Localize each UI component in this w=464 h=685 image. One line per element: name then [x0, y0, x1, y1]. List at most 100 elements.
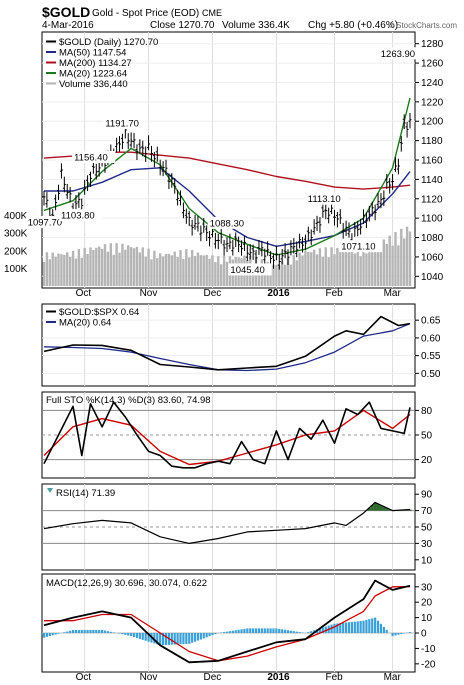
- macd-histogram-bar: [243, 628, 246, 634]
- rsi-overbought-fill: [367, 507, 371, 511]
- rsi-legend-marker: [47, 488, 53, 493]
- macd-histogram-bar: [80, 629, 83, 634]
- macd-histogram-bar: [191, 633, 194, 643]
- volume-bar: [63, 254, 66, 286]
- rsi-overbought-fill: [385, 507, 389, 511]
- macd-histogram-bar: [66, 631, 69, 634]
- price-annotation: 1156.40: [74, 153, 108, 164]
- volume-tick-label: 200K: [4, 246, 28, 257]
- macd-histogram-bar: [347, 622, 351, 634]
- macd-histogram-bar: [281, 629, 284, 634]
- volume-bar: [373, 242, 377, 286]
- volume-bar: [71, 250, 75, 286]
- macd-histogram-bar: [214, 633, 217, 635]
- price-legend-entry: MA(20) 1223.64: [59, 69, 127, 80]
- volume-bar: [205, 254, 208, 286]
- volume-bar: [115, 243, 118, 286]
- volume-bar: [312, 249, 316, 286]
- ratio-tick-label: 0.55: [421, 351, 441, 362]
- volume-bar: [376, 243, 380, 286]
- macd-histogram-bar: [234, 630, 237, 634]
- volume-bar: [144, 256, 147, 286]
- volume-bar: [394, 232, 397, 286]
- macd-histogram-bar: [199, 633, 202, 640]
- volume-bar: [150, 259, 153, 286]
- macd-histogram-bar: [211, 633, 214, 636]
- macd-histogram-bar: [339, 623, 342, 634]
- volume-bar: [173, 251, 176, 286]
- ma20-line: [43, 97, 411, 256]
- macd-tick-label: 10: [421, 613, 433, 624]
- volume-tick-label: 400K: [4, 211, 28, 222]
- volume-bar: [199, 255, 203, 286]
- price-annotation: 1071.10: [341, 242, 375, 253]
- volume-bar: [405, 226, 409, 286]
- macd-histogram-bar: [127, 633, 130, 636]
- volume-bar: [74, 258, 78, 286]
- price-annotation-bg: [305, 192, 349, 205]
- macd-histogram-bar: [333, 623, 336, 634]
- macd-histogram-bar: [95, 629, 98, 634]
- volume-bar: [278, 265, 281, 286]
- volume-bar: [321, 256, 325, 286]
- macd-tick-label: 0: [421, 629, 427, 640]
- macd-histogram-bar: [156, 633, 159, 645]
- volume-bar: [214, 262, 217, 286]
- price-annotation-bg: [339, 240, 383, 253]
- volume-bar: [327, 257, 330, 286]
- volume-bar: [272, 264, 275, 286]
- volume-bar: [106, 251, 110, 286]
- volume-bar: [286, 257, 290, 286]
- volume-bar: [289, 264, 293, 286]
- volume-bar: [202, 255, 205, 286]
- price-annotation: 1097.70: [28, 217, 62, 228]
- sto-tick-label: 80: [421, 406, 433, 417]
- x-axis-label: Feb: [325, 288, 343, 299]
- volume-bar: [138, 252, 142, 286]
- macd-histogram-bar: [132, 633, 136, 638]
- macd-histogram-bar: [310, 631, 313, 634]
- macd-histogram-bar: [103, 630, 107, 634]
- sto-k-line: [43, 401, 411, 469]
- macd-histogram-bar: [106, 631, 110, 634]
- price-annotation: 1088.30: [210, 218, 244, 229]
- macd-histogram-bar: [283, 629, 287, 634]
- macd-histogram-bar: [54, 633, 57, 635]
- price-tick-label: 1080: [421, 233, 444, 244]
- volume-bar: [275, 264, 278, 286]
- volume-bar: [167, 253, 171, 286]
- x-axis-label: Nov: [140, 672, 158, 683]
- macd-histogram-bar: [356, 621, 359, 634]
- volume-bar: [388, 235, 391, 286]
- volume-bar: [353, 253, 357, 286]
- x-axis-label: Oct: [76, 288, 92, 299]
- macd-histogram-bar: [144, 633, 147, 641]
- macd-histogram-bar: [237, 629, 240, 634]
- rsi-tick-label: 30: [421, 539, 433, 550]
- macd-histogram-bar: [71, 629, 75, 634]
- volume-bar: [153, 250, 156, 286]
- volume-bar: [190, 249, 194, 286]
- volume-bar: [182, 259, 185, 286]
- macd-histogram-bar: [205, 633, 208, 638]
- macd-histogram-bar: [252, 628, 255, 634]
- price-tick-label: 1260: [421, 59, 444, 70]
- macd-histogram-bar: [307, 632, 310, 634]
- macd-histogram-bar: [394, 633, 397, 636]
- macd-histogram-bar: [182, 633, 185, 645]
- price-legend-entry: Volume 336,440: [59, 79, 128, 90]
- price-annotation-bg: [59, 209, 103, 222]
- quote-close: Close 1270.70: [150, 20, 215, 31]
- volume-bar: [179, 250, 182, 286]
- x-axis-label: Mar: [384, 288, 402, 299]
- macd-histogram-bar: [289, 630, 293, 634]
- rsi-tick-label: 10: [421, 555, 433, 566]
- volume-bar: [68, 256, 72, 286]
- macd-histogram-bar: [86, 629, 89, 634]
- rsi-overbought-fill: [373, 502, 377, 511]
- price-tick-label: 1280: [421, 39, 444, 50]
- macd-histogram-bar: [130, 633, 133, 637]
- macd-histogram-bar: [42, 633, 46, 638]
- macd-histogram-bar: [118, 633, 121, 634]
- volume-bar: [391, 245, 394, 286]
